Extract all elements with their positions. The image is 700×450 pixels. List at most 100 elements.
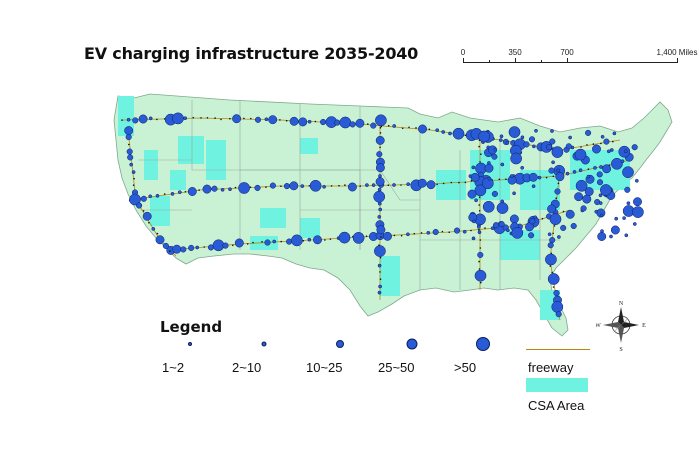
charging-station-marker xyxy=(367,123,369,125)
charging-station-marker xyxy=(498,178,501,181)
freeway-line-symbol xyxy=(526,349,590,350)
charging-station-marker xyxy=(375,163,385,173)
charging-stations xyxy=(121,112,644,318)
charging-station-marker xyxy=(520,135,525,140)
legend-symbol xyxy=(188,342,192,346)
charging-station-marker xyxy=(565,171,570,176)
charging-station-marker xyxy=(586,174,591,179)
charging-station-marker xyxy=(228,187,232,192)
state-borders xyxy=(138,100,560,290)
charging-station-marker xyxy=(408,126,410,129)
charging-station-marker xyxy=(565,143,572,150)
charging-station-marker xyxy=(555,197,557,199)
scale-tick xyxy=(567,58,568,63)
charging-station-marker xyxy=(249,186,252,188)
charging-station-marker xyxy=(377,263,382,268)
charging-station-marker xyxy=(162,242,169,249)
scale-tick xyxy=(515,58,516,63)
charging-station-marker xyxy=(609,234,613,239)
charging-station-marker xyxy=(192,116,195,119)
compass-rose: N S W E xyxy=(595,298,646,353)
charging-station-marker xyxy=(220,187,225,192)
charging-station-marker xyxy=(622,166,634,179)
charging-station-marker xyxy=(582,194,592,204)
charging-station-marker xyxy=(471,236,476,241)
charging-station-marker xyxy=(338,184,340,187)
charging-station-marker xyxy=(545,253,557,266)
charging-station-marker xyxy=(379,256,382,259)
charging-station-marker xyxy=(478,196,481,198)
charging-station-marker xyxy=(128,143,130,146)
charging-station-marker xyxy=(378,207,383,212)
charging-station-marker xyxy=(413,232,416,235)
charging-station-marker xyxy=(509,174,514,178)
charging-station-marker xyxy=(202,184,212,194)
charging-station-marker xyxy=(140,195,147,202)
charging-station-marker xyxy=(330,185,333,187)
charging-station-marker xyxy=(500,162,505,167)
charging-station-marker xyxy=(177,190,182,195)
charging-station-marker xyxy=(200,117,202,119)
charging-station-marker xyxy=(547,232,552,237)
charging-station-marker xyxy=(572,170,577,174)
charging-station-marker xyxy=(478,145,480,148)
charging-station-marker xyxy=(392,124,397,128)
charging-station-marker xyxy=(478,130,490,143)
charging-station-marker xyxy=(478,260,480,263)
charging-station-marker xyxy=(574,148,587,161)
charging-station-marker xyxy=(126,148,133,155)
charging-station-marker xyxy=(506,228,510,233)
charging-station-marker xyxy=(379,132,382,134)
charging-station-marker xyxy=(554,188,561,195)
charging-station-marker xyxy=(400,235,403,237)
charging-station-marker xyxy=(505,141,510,145)
legend-freeway: freeway xyxy=(526,340,606,375)
charging-station-marker xyxy=(352,232,365,244)
charging-station-marker xyxy=(129,162,134,167)
charging-station-marker xyxy=(596,171,603,178)
charging-station-marker xyxy=(511,227,524,239)
charging-station-marker xyxy=(432,228,439,236)
charging-station-marker xyxy=(132,117,139,124)
charging-station-marker xyxy=(478,204,481,206)
scale-tick xyxy=(463,58,464,63)
charging-station-marker xyxy=(493,147,498,152)
charging-station-marker xyxy=(314,120,317,123)
charging-station-marker xyxy=(632,206,644,218)
charging-station-marker xyxy=(426,230,431,235)
charging-station-marker xyxy=(250,117,252,120)
charging-station-marker xyxy=(307,119,312,124)
charging-station-marker xyxy=(464,181,467,184)
charging-station-marker xyxy=(379,146,381,149)
charging-station-marker xyxy=(151,227,156,231)
charging-station-marker xyxy=(545,176,548,179)
charging-station-marker xyxy=(480,281,482,284)
scale-tick xyxy=(677,58,678,63)
charging-station-marker xyxy=(387,124,390,127)
charging-station-marker xyxy=(365,235,368,237)
csa-swatch xyxy=(526,378,588,392)
charging-station-marker xyxy=(254,116,262,123)
charging-station-marker xyxy=(600,184,612,196)
charging-station-marker xyxy=(480,153,482,155)
charging-station-marker xyxy=(580,205,587,212)
charging-station-marker xyxy=(528,232,535,239)
charging-station-marker xyxy=(490,226,495,231)
charging-station-marker xyxy=(142,210,145,212)
scale-tick xyxy=(541,60,542,63)
charging-station-marker xyxy=(232,114,242,124)
charging-station-marker xyxy=(289,116,299,126)
charging-station-marker xyxy=(500,199,505,204)
charging-station-marker xyxy=(623,149,628,154)
charging-station-marker xyxy=(520,165,525,170)
charging-station-marker xyxy=(417,178,427,188)
charging-station-marker xyxy=(478,210,481,212)
charging-station-marker xyxy=(609,148,614,152)
charging-station-marker xyxy=(320,118,327,126)
charging-station-marker xyxy=(477,251,484,258)
charging-station-marker xyxy=(347,182,357,192)
charging-station-marker xyxy=(375,135,385,145)
charging-station-marker xyxy=(550,129,554,133)
charging-station-marker xyxy=(508,126,521,138)
charging-station-marker xyxy=(600,142,602,145)
